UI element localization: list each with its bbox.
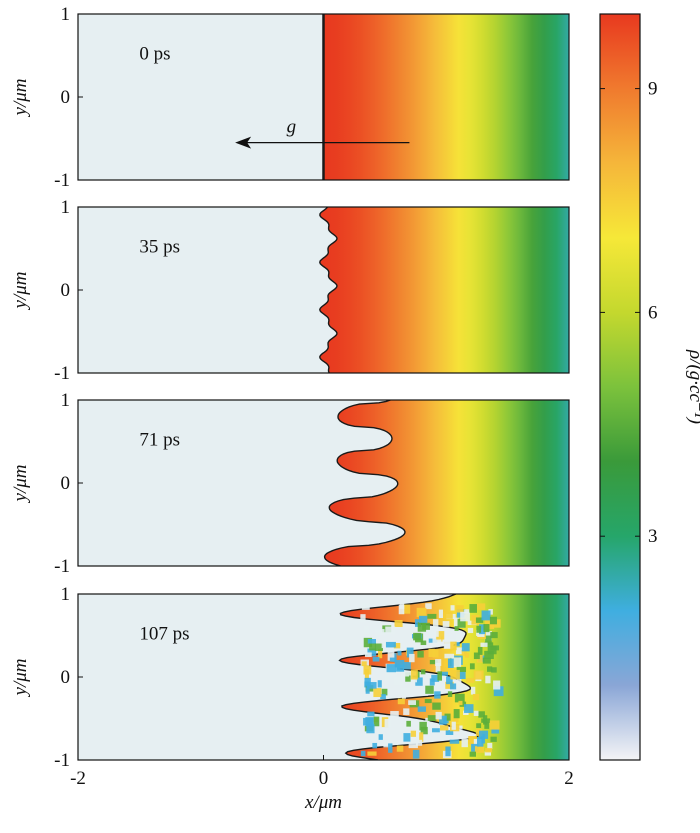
colorbar-scale — [599, 13, 641, 761]
y-tick-label: 1 — [61, 4, 71, 25]
x-tick-label: 2 — [564, 768, 574, 789]
heavy-fluid-region — [319, 207, 569, 373]
x-axis-label: x/μm — [304, 792, 342, 813]
panel-1: 35 ps 1 0 -1 y/μm — [10, 197, 570, 384]
panel-0: 0 ps 1 0 -1 y/μm g — [10, 4, 570, 191]
heavy-fluid-region — [323, 14, 569, 180]
colorbar-tick-label: 3 — [648, 526, 658, 547]
gravity-label: g — [287, 117, 297, 138]
y-tick-label: 1 — [61, 390, 71, 411]
colorbar-label: ρ/(g·cc⁻¹) — [685, 349, 700, 424]
y-tick-label: -1 — [54, 556, 70, 577]
y-tick-label: -1 — [54, 750, 70, 771]
y-axis-label: y/μm — [10, 659, 31, 698]
y-tick-label: -1 — [54, 363, 70, 384]
time-label: 0 ps — [139, 44, 170, 65]
y-tick-label: 0 — [61, 667, 71, 688]
colorbar-tick-label: 9 — [648, 79, 658, 100]
time-label: 35 ps — [139, 237, 180, 258]
interface-line — [323, 400, 406, 566]
panel-3: 107 ps 1 0 -1 y/μm — [10, 584, 570, 771]
interface-line — [319, 207, 338, 373]
y-axis-label: y/μm — [10, 465, 31, 504]
y-axis-label: y/μm — [10, 79, 31, 118]
gravity-arrowhead — [235, 136, 252, 149]
mixing-zone — [360, 603, 504, 759]
x-axis: -2 0 2 x/μm — [70, 755, 574, 813]
y-tick-label: -1 — [54, 170, 70, 191]
y-tick-label: 0 — [61, 473, 71, 494]
panel-2: 71 ps 1 0 -1 y/μm — [10, 390, 570, 577]
time-label: 71 ps — [139, 430, 180, 451]
colorbar: 3 6 9 ρ/(g·cc⁻¹) — [599, 13, 700, 761]
x-tick-label: 0 — [319, 768, 329, 789]
y-tick-label: 1 — [61, 584, 71, 605]
time-label: 107 ps — [139, 624, 189, 645]
y-tick-label: 0 — [61, 280, 71, 301]
x-tick-label: -2 — [70, 768, 86, 789]
y-tick-label: 1 — [61, 197, 71, 218]
colorbar-tick-label: 6 — [648, 302, 658, 323]
y-tick-label: 0 — [61, 87, 71, 108]
heavy-fluid-region — [324, 400, 569, 566]
y-axis-label: y/μm — [10, 272, 31, 311]
